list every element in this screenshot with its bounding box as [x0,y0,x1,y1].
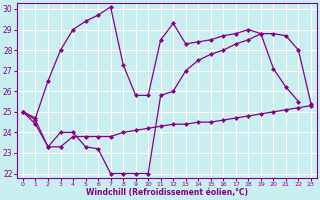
X-axis label: Windchill (Refroidissement éolien,°C): Windchill (Refroidissement éolien,°C) [86,188,248,197]
